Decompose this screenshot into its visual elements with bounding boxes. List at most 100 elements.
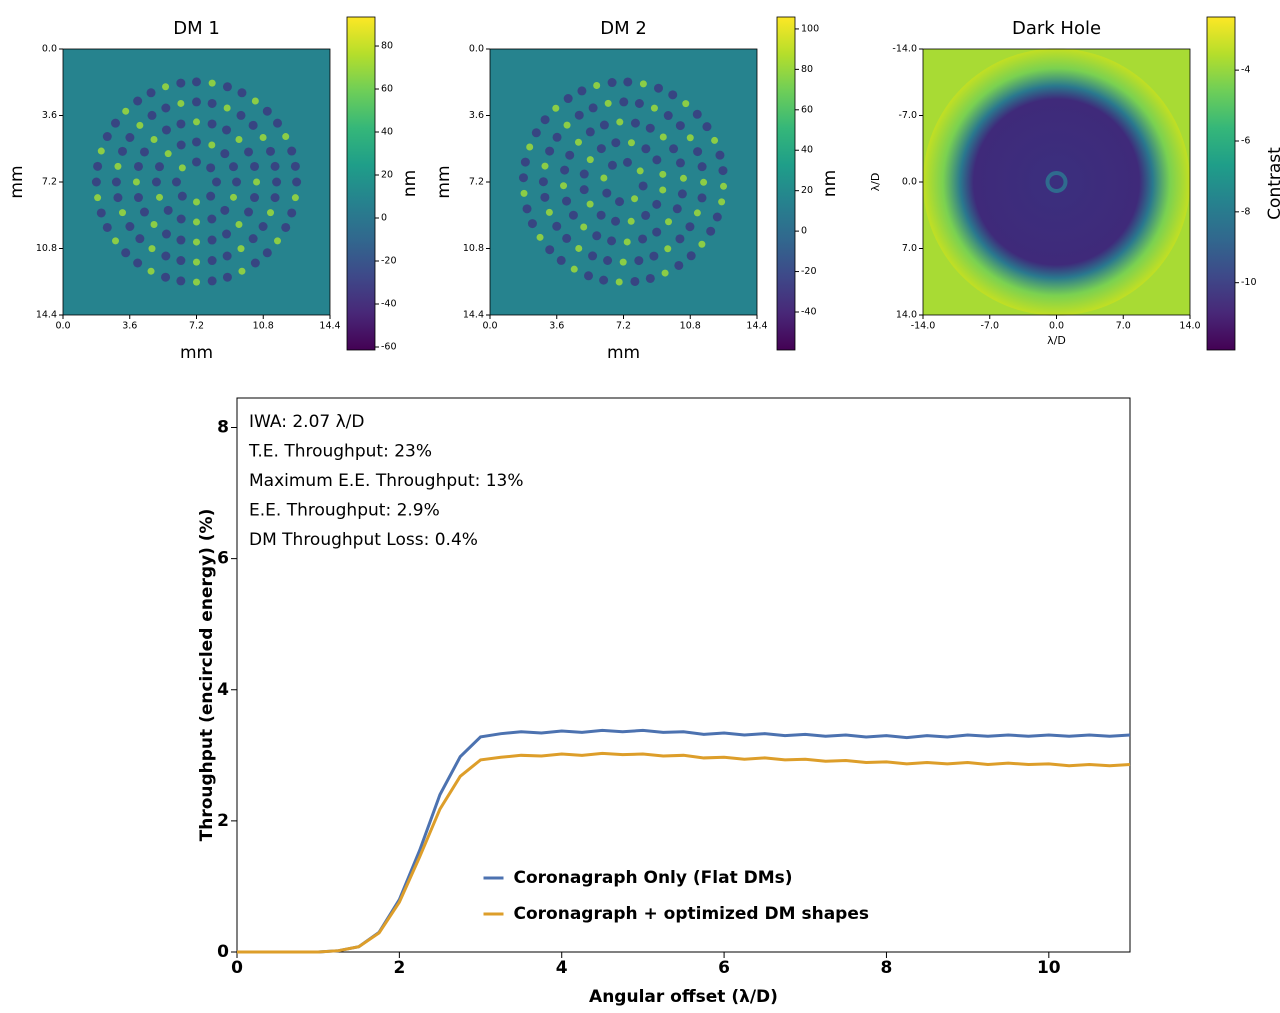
pattern-dot (700, 178, 708, 186)
pattern-dot (178, 164, 186, 172)
pattern-dot (668, 90, 678, 100)
pattern-dot (675, 158, 685, 168)
pattern-dot (146, 88, 156, 98)
axes-frame (236, 397, 1131, 953)
colorbar-tick-label: -8 (1241, 206, 1250, 217)
x-tick-label: 8 (881, 958, 893, 978)
pattern-dot (659, 170, 667, 178)
pattern-dot (274, 237, 282, 245)
pattern-dot (110, 118, 120, 128)
x-tick-label: 10.8 (253, 321, 274, 332)
pattern-dot (250, 161, 260, 171)
pattern-dot (541, 162, 549, 170)
x-tick-label: 7.0 (1116, 321, 1131, 332)
series-line (237, 751, 1131, 954)
pattern-dot (693, 209, 701, 217)
pattern-dot (132, 178, 140, 186)
y-tick-label: 14.4 (463, 310, 484, 321)
pattern-dot (623, 238, 631, 246)
pattern-dot (675, 234, 685, 244)
pattern-dot (669, 144, 679, 154)
y-tick-label: 2 (217, 811, 229, 831)
pattern-dot (248, 120, 258, 130)
pattern-dot (222, 251, 232, 261)
pattern-dot (193, 198, 200, 206)
y-tick-label: 7.2 (469, 177, 484, 188)
pattern-dot (270, 161, 280, 171)
pattern-dot (161, 251, 171, 261)
pattern-dot (522, 204, 532, 214)
colorbar-tick-label: 100 (801, 23, 819, 34)
pattern-dot (287, 146, 297, 156)
pattern-dot (574, 138, 582, 146)
pattern-dot (536, 233, 544, 241)
pattern-dot (540, 192, 550, 202)
y-tick-label: 3.6 (42, 110, 57, 121)
pattern-dot (622, 157, 632, 167)
pattern-dot (615, 197, 625, 207)
pattern-dot (560, 165, 570, 175)
pattern-dot (659, 186, 667, 194)
y-axis-label: mm (7, 165, 27, 198)
x-tick-label: 14.4 (746, 321, 767, 332)
pattern-dot (682, 100, 690, 108)
pattern-dot (207, 214, 217, 224)
pattern-dot (697, 162, 707, 172)
colorbar-tick-label: 40 (381, 127, 393, 138)
pattern-dot (607, 78, 617, 88)
pattern-dot (711, 136, 719, 144)
pattern-dot (222, 272, 232, 282)
pattern-dot (599, 275, 609, 285)
pattern-dot (641, 144, 651, 154)
pattern-dot (702, 122, 712, 132)
pattern-dot (527, 219, 537, 229)
pattern-dot (161, 272, 171, 282)
y-tick-label: 14.4 (36, 310, 57, 321)
pattern-dot (661, 269, 669, 277)
y-axis-label: mm (434, 165, 454, 198)
colorbar-tick-label: 20 (381, 170, 393, 181)
pattern-dot (91, 177, 101, 187)
y-axis-label: Throughput (encircled energy) (%) (197, 509, 217, 842)
pattern-dot (113, 193, 123, 203)
pattern-dot (545, 208, 553, 216)
y-tick-label: 14.0 (896, 310, 917, 321)
pattern-dot (638, 234, 648, 244)
x-tick-label: 10 (1037, 958, 1061, 978)
x-axis-label: mm (607, 343, 640, 363)
pattern-dot (565, 150, 575, 160)
colorbar-tick-label: 80 (381, 41, 393, 52)
pattern-dot (250, 258, 260, 268)
y-tick-label: 10.8 (36, 243, 57, 254)
pattern-dot (531, 128, 541, 138)
colorbar-tick-label: -20 (381, 255, 397, 266)
pattern-dot (139, 147, 149, 157)
x-tick-label: 14.0 (1179, 321, 1200, 332)
pattern-dot (176, 140, 186, 150)
pattern-dot (171, 177, 181, 187)
pattern-dot (192, 97, 201, 107)
colorbar-tick-label: 40 (801, 145, 813, 156)
y-tick-label: 0.0 (902, 177, 917, 188)
pattern-dot (697, 193, 707, 203)
pattern-dot (237, 88, 247, 98)
pattern-dot (150, 220, 158, 228)
pattern-dot (663, 111, 673, 121)
pattern-dot (718, 198, 726, 206)
colorbar-tick-label: -6 (1241, 135, 1250, 146)
pattern-dot (161, 125, 171, 135)
pattern-dot (619, 97, 629, 107)
pattern-dot (619, 258, 627, 266)
pattern-dot (193, 238, 200, 246)
colorbar-tick-label: -10 (1241, 277, 1257, 288)
panel-title: Dark Hole (1012, 18, 1101, 39)
pattern-dot (652, 155, 662, 165)
pattern-dot (552, 132, 562, 142)
pattern-dot (636, 167, 644, 175)
pattern-dot (556, 255, 566, 265)
pattern-dot (538, 177, 548, 187)
pattern-dot (161, 229, 171, 239)
pattern-dot (602, 188, 612, 198)
pattern-dot (291, 194, 299, 202)
